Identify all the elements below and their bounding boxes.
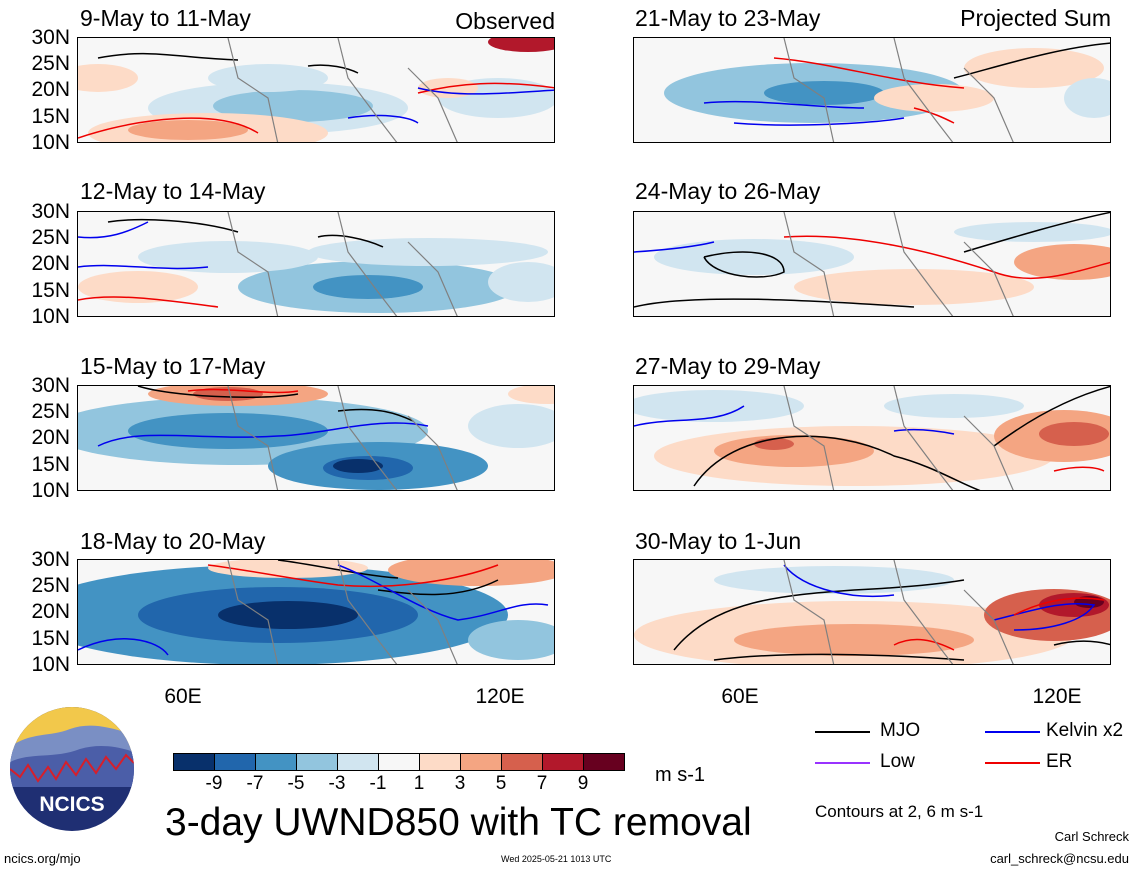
lat-label: 10N bbox=[31, 653, 70, 676]
lat-label: 15N bbox=[31, 453, 70, 476]
footer-email: carl_schreck@ncsu.edu bbox=[990, 851, 1129, 866]
map-panel-5 bbox=[633, 37, 1111, 143]
panel-title-3: 15-May to 17-May bbox=[80, 353, 266, 379]
colorbar-tick-label: -5 bbox=[287, 773, 305, 794]
map-panel-2-field bbox=[78, 212, 554, 316]
panel-title-5: 21-May to 23-May bbox=[635, 5, 821, 31]
colorbar-tick-label: 3 bbox=[454, 773, 466, 794]
panel-title-6: 24-May to 26-May bbox=[635, 178, 821, 204]
map-panel-3-field bbox=[78, 386, 554, 490]
legend-line-low bbox=[815, 762, 870, 764]
lat-label: 15N bbox=[31, 627, 70, 650]
colorbar-tick-label: 7 bbox=[536, 773, 548, 794]
legend-line-er bbox=[985, 762, 1040, 764]
lat-label: 30N bbox=[31, 374, 70, 397]
map-panel-2 bbox=[77, 211, 555, 317]
colorbar-tick-label: -1 bbox=[369, 773, 387, 794]
map-panel-1 bbox=[77, 37, 555, 143]
footer-author: Carl Schreck bbox=[1054, 829, 1129, 844]
colorbar-box bbox=[419, 753, 461, 771]
colorbar-box bbox=[296, 753, 338, 771]
colorbar-box bbox=[460, 753, 502, 771]
ncics-logo: NCICS bbox=[10, 707, 134, 831]
lat-label: 15N bbox=[31, 279, 70, 302]
map-panel-8 bbox=[633, 559, 1111, 665]
map-panel-7-field bbox=[634, 386, 1110, 490]
map-panel-8-field bbox=[634, 560, 1110, 664]
lat-label: 20N bbox=[31, 426, 70, 449]
panel-title-7: 27-May to 29-May bbox=[635, 353, 821, 379]
observed-tag: Observed bbox=[455, 8, 555, 34]
map-panel-3 bbox=[77, 385, 555, 491]
lat-label: 25N bbox=[31, 400, 70, 423]
legend-label-er: ER bbox=[1046, 751, 1073, 772]
legend-label-kelvin: Kelvin x2 bbox=[1046, 720, 1124, 741]
legend-line-mjo bbox=[815, 731, 870, 733]
colorbar-units: m s-1 bbox=[655, 764, 705, 786]
lat-label: 10N bbox=[31, 131, 70, 154]
panel-title-4: 18-May to 20-May bbox=[80, 528, 266, 554]
lat-label: 30N bbox=[31, 548, 70, 571]
lat-label: 25N bbox=[31, 574, 70, 597]
colorbar-tick-label: -7 bbox=[246, 773, 264, 794]
legend-label-mjo: MJO bbox=[880, 720, 921, 741]
colorbar-box bbox=[214, 753, 256, 771]
panel-title-2: 12-May to 14-May bbox=[80, 178, 266, 204]
lat-label: 20N bbox=[31, 252, 70, 275]
colorbar-tick-label: -9 bbox=[205, 773, 223, 794]
map-panel-5-field bbox=[634, 38, 1110, 142]
lat-label: 25N bbox=[31, 52, 70, 75]
lat-label: 30N bbox=[31, 26, 70, 49]
footer-url: ncics.org/mjo bbox=[4, 851, 81, 866]
lat-label: 10N bbox=[31, 479, 70, 502]
map-panel-6 bbox=[633, 211, 1111, 317]
lat-label: 25N bbox=[31, 226, 70, 249]
colorbar-tick-label: 1 bbox=[413, 773, 425, 794]
lon-label-60e-left: 60E bbox=[164, 685, 202, 708]
map-panel-4 bbox=[77, 559, 555, 665]
map-panel-6-field bbox=[634, 212, 1110, 316]
colorbar-box bbox=[255, 753, 297, 771]
colorbar-box bbox=[501, 753, 543, 771]
page-title: 3-day UWND850 with TC removal bbox=[165, 801, 752, 844]
colorbar-tick-label: 5 bbox=[495, 773, 507, 794]
lat-label: 30N bbox=[31, 200, 70, 223]
map-panel-1-field bbox=[78, 38, 554, 142]
map-panel-4-field bbox=[78, 560, 554, 664]
colorbar-tick-label: 9 bbox=[577, 773, 589, 794]
colorbar-box bbox=[378, 753, 420, 771]
lon-label-60e-right: 60E bbox=[721, 685, 759, 708]
logo-text: NCICS bbox=[39, 793, 104, 816]
colorbar-tick-label: -3 bbox=[328, 773, 346, 794]
colorbar-box bbox=[337, 753, 379, 771]
projected-sum-tag: Projected Sum bbox=[960, 5, 1111, 31]
footer-timestamp: Wed 2025-05-21 1013 UTC bbox=[501, 854, 612, 864]
lat-label: 20N bbox=[31, 600, 70, 623]
colorbar-box bbox=[173, 753, 215, 771]
legend-line-kelvin bbox=[985, 731, 1040, 733]
lat-label: 20N bbox=[31, 78, 70, 101]
contours-note: Contours at 2, 6 m s-1 bbox=[815, 802, 984, 821]
lon-label-120e-left: 120E bbox=[475, 685, 525, 708]
panel-title-1: 9-May to 11-May bbox=[80, 5, 251, 31]
panel-title-8: 30-May to 1-Jun bbox=[635, 528, 802, 554]
lat-label: 15N bbox=[31, 105, 70, 128]
legend-label-low: Low bbox=[880, 751, 915, 772]
colorbar-box bbox=[583, 753, 625, 771]
map-panel-7 bbox=[633, 385, 1111, 491]
colorbar-box bbox=[542, 753, 584, 771]
lon-label-120e-right: 120E bbox=[1032, 685, 1082, 708]
lat-label: 10N bbox=[31, 305, 70, 328]
